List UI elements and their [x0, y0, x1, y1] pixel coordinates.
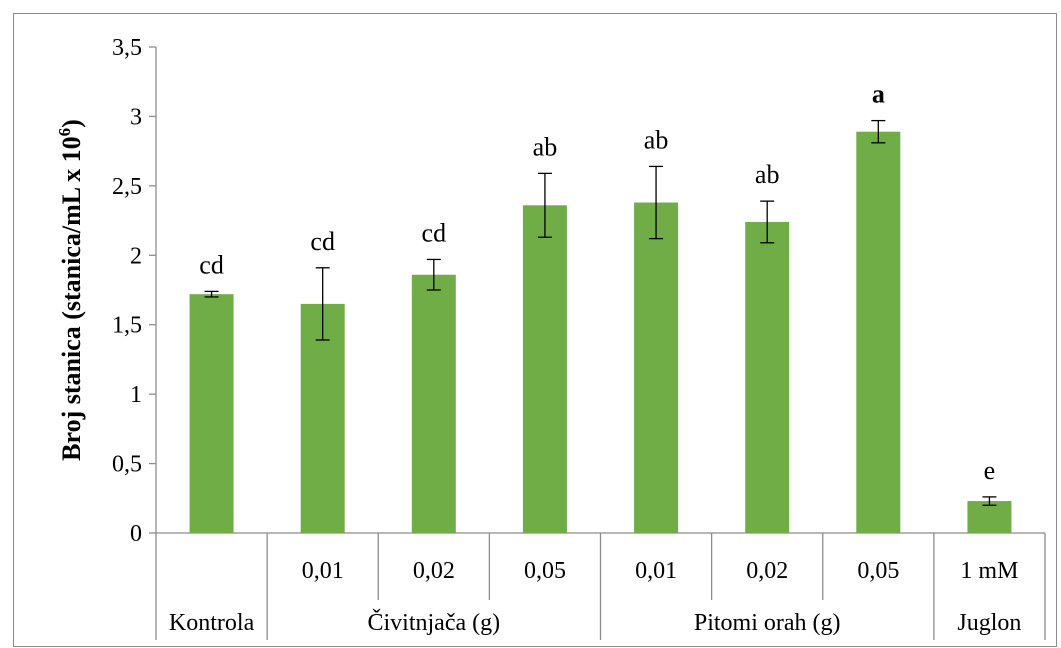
y-tick-label: 3,5	[112, 35, 142, 61]
bars-layer: cd cd cd ab ab ab a e	[189, 80, 1012, 533]
y-tick-label: 1	[130, 382, 142, 408]
x-sub-label: 1 mM	[960, 558, 1018, 584]
x-sub-label: 0,05	[857, 558, 899, 584]
y-tick-label: 2,5	[112, 174, 142, 200]
significance-label: ab	[644, 125, 669, 154]
x-group-label: Čivitnjača (g)	[368, 609, 501, 636]
bar	[300, 303, 345, 533]
x-group-label: Pitomi orah (g)	[694, 610, 841, 636]
bar	[856, 131, 901, 533]
bar	[189, 294, 234, 533]
y-tick-label: 0	[130, 521, 142, 547]
significance-label: a	[872, 80, 885, 109]
bar	[411, 274, 456, 533]
x-sub-label: 0,01	[302, 558, 344, 584]
significance-label: cd	[199, 250, 224, 279]
bar	[522, 205, 567, 533]
x-group-label: Kontrola	[169, 610, 255, 636]
significance-label: ab	[755, 160, 780, 189]
significance-label: e	[984, 456, 996, 485]
bar	[634, 202, 679, 533]
x-sub-label: 0,02	[413, 558, 455, 584]
y-axis-title: Broj stanica (stanica/mL x 106)	[55, 119, 86, 461]
bar	[745, 221, 790, 533]
y-tick-label: 0,5	[112, 452, 142, 478]
significance-label: cd	[422, 218, 447, 247]
y-axis-title-text: Broj stanica (stanica/mL x 106)	[55, 119, 86, 461]
bar	[967, 501, 1012, 533]
y-tick-label: 2	[130, 243, 142, 269]
y-axis: 0 0,5 1 1,5 2 2,5 3 3,5	[112, 35, 157, 547]
y-tick-label: 3	[130, 104, 142, 130]
significance-label: cd	[310, 227, 335, 256]
significance-label: ab	[533, 132, 558, 161]
x-sub-label: 0,02	[746, 558, 788, 584]
x-sub-label: 0,05	[524, 558, 566, 584]
x-sub-label: 0,01	[635, 558, 677, 584]
x-group-label: Juglon	[957, 610, 1021, 636]
y-tick-label: 1,5	[112, 313, 142, 339]
x-axis: 0,01 0,02 0,05 0,01 0,02 0,05 1 mM Kontrola Čivi…	[155, 532, 1046, 640]
